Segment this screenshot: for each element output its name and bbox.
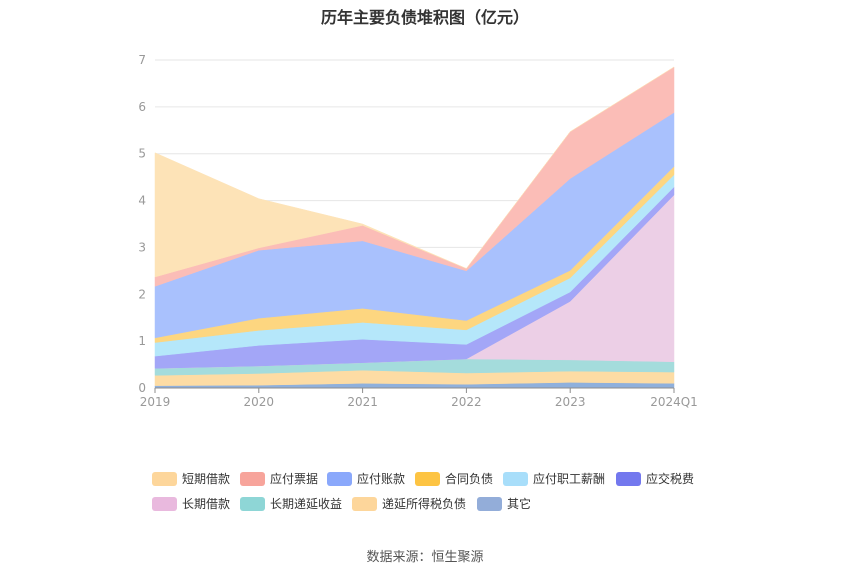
legend-label: 长期递延收益 bbox=[270, 497, 343, 511]
legend-item[interactable]: 应付账款 bbox=[327, 470, 405, 487]
x-tick-label: 2021 bbox=[347, 395, 378, 409]
legend-label: 应交税费 bbox=[646, 472, 695, 486]
legend-swatch bbox=[240, 496, 265, 511]
legend-item[interactable]: 合同负债 bbox=[415, 470, 493, 487]
x-tick-label: 2023 bbox=[555, 395, 586, 409]
legend-swatch bbox=[616, 471, 641, 486]
legend-item[interactable]: 长期递延收益 bbox=[240, 495, 342, 512]
x-tick-label: 2022 bbox=[451, 395, 482, 409]
legend-label: 其它 bbox=[507, 497, 532, 511]
legend-swatch bbox=[352, 496, 377, 511]
legend-swatch bbox=[152, 496, 177, 511]
axes: 0 1 2 3 4 5 6 7 2019 2020 2021 2022 2023 2024Q1 bbox=[138, 53, 697, 409]
legend-swatch bbox=[152, 471, 177, 486]
y-tick-label: 7 bbox=[138, 53, 146, 67]
area-series bbox=[154, 66, 675, 389]
legend-swatch bbox=[327, 471, 352, 486]
x-tick-label: 2020 bbox=[244, 395, 275, 409]
legend-item[interactable]: 短期借款 bbox=[152, 470, 230, 487]
legend-swatch bbox=[477, 496, 502, 511]
legend-label: 短期借款 bbox=[182, 472, 231, 486]
legend-swatch bbox=[240, 471, 265, 486]
legend-label: 应付账款 bbox=[357, 472, 406, 486]
legend-item[interactable]: 长期借款 bbox=[152, 495, 230, 512]
legend-label: 长期借款 bbox=[182, 497, 231, 511]
legend-swatch bbox=[415, 471, 440, 486]
legend-label: 合同负债 bbox=[445, 472, 494, 486]
y-tick-label: 4 bbox=[138, 194, 146, 208]
legend-item[interactable]: 应交税费 bbox=[616, 470, 694, 487]
area-series-短期借款 bbox=[154, 66, 675, 278]
x-tick-label: 2019 bbox=[140, 395, 171, 409]
y-tick-label: 0 bbox=[138, 381, 146, 395]
legend-label: 应付票据 bbox=[270, 472, 319, 486]
y-tick-label: 3 bbox=[138, 240, 146, 254]
data-source-note: 数据来源：恒生聚源 bbox=[366, 550, 484, 565]
legend-item[interactable]: 递延所得税负债 bbox=[352, 495, 466, 512]
x-tick-label: 2024Q1 bbox=[650, 395, 698, 409]
y-tick-label: 1 bbox=[138, 334, 146, 348]
y-tick-label: 2 bbox=[138, 287, 146, 301]
y-tick-label: 6 bbox=[138, 100, 146, 114]
chart-title: 历年主要负债堆积图（亿元） bbox=[320, 8, 529, 27]
legend-item[interactable]: 应付职工薪酬 bbox=[503, 470, 605, 487]
legend-swatch bbox=[503, 471, 528, 486]
legend-label: 应付职工薪酬 bbox=[533, 472, 606, 486]
legend-item[interactable]: 其它 bbox=[477, 495, 531, 512]
legend-item[interactable]: 应付票据 bbox=[240, 470, 318, 487]
y-tick-label: 5 bbox=[138, 147, 146, 161]
legend-label: 递延所得税负债 bbox=[382, 497, 467, 511]
